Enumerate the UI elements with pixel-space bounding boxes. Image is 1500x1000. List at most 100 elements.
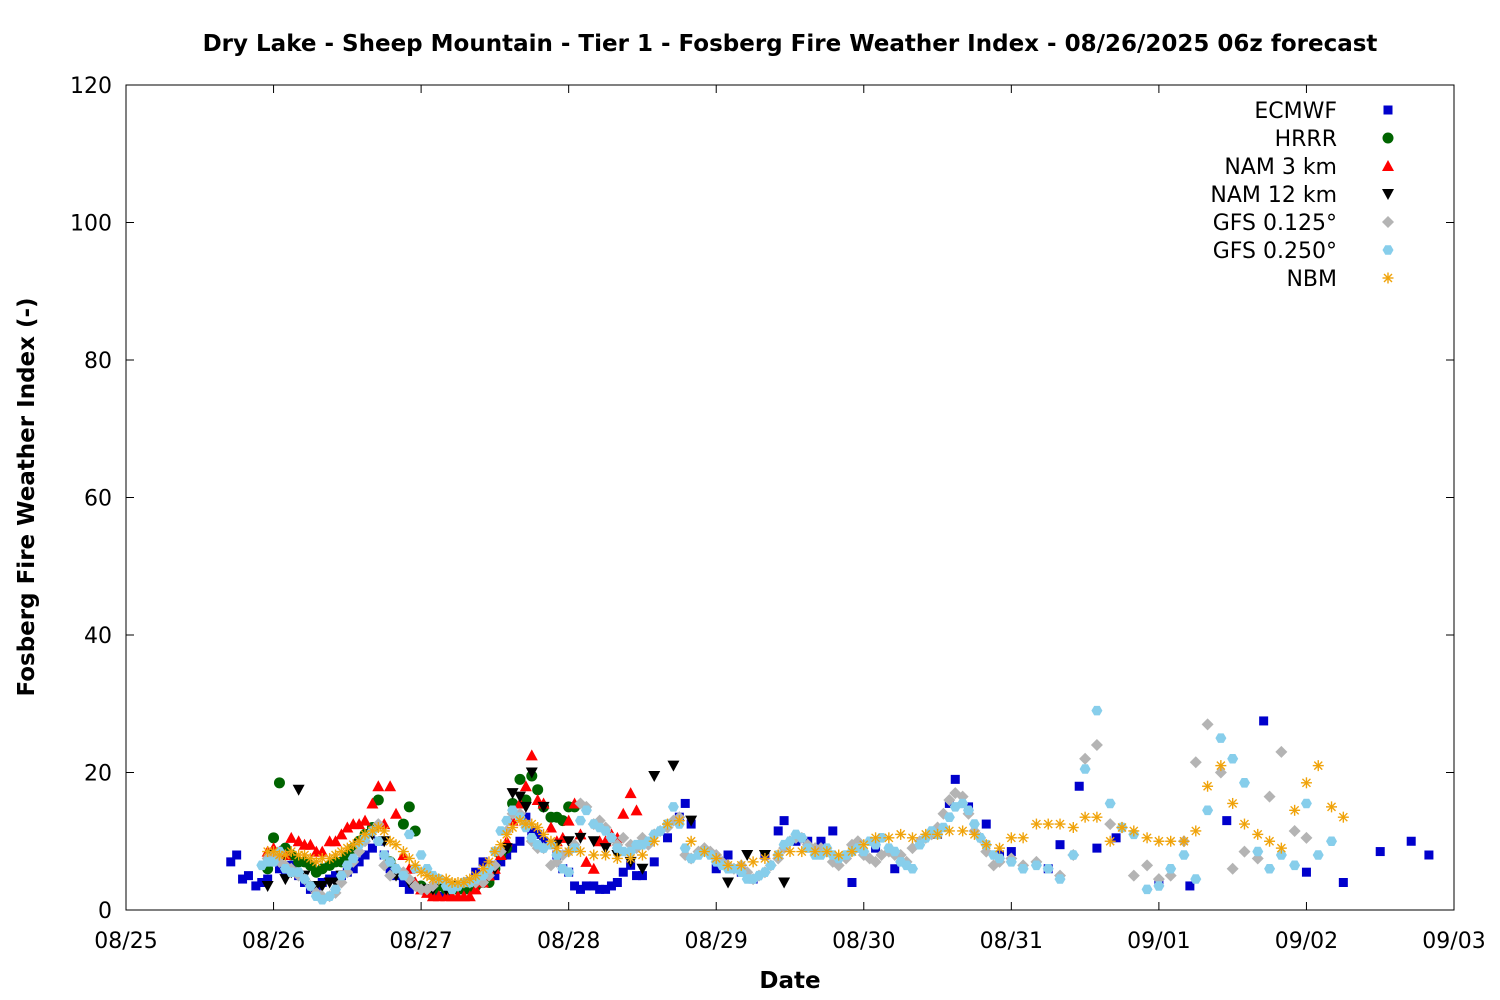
data-point-gfs-0-125 (1263, 790, 1276, 803)
data-point-gfs-0-125 (1275, 745, 1288, 758)
data-point-ecmwf (539, 836, 549, 846)
data-point-nbm (943, 825, 955, 837)
data-point-ecmwf (950, 774, 960, 784)
data-point-gfs-0-250 (1326, 836, 1337, 846)
data-point-gfs-0-250 (580, 805, 592, 816)
x-tick-label: 08/31 (980, 929, 1043, 954)
data-point-gfs-0-250 (957, 798, 969, 809)
data-point-nam-3-km (525, 749, 538, 761)
data-point-ecmwf (606, 881, 616, 891)
y-tick-label: 80 (84, 349, 112, 374)
data-point-gfs-0-125 (617, 831, 630, 844)
data-point-ecmwf (773, 826, 783, 836)
data-point-gfs-0-250 (477, 870, 489, 881)
data-point-nbm (846, 846, 858, 858)
data-point-nbm (1312, 760, 1324, 772)
data-point-ecmwf (595, 884, 605, 894)
data-point-nbm (1178, 835, 1190, 847)
data-point-gfs-0-250 (1165, 864, 1177, 874)
data-point-ecmwf (1301, 867, 1311, 877)
data-point-nbm (310, 856, 322, 868)
y-tick-label: 40 (84, 624, 112, 649)
data-point-nbm (341, 842, 353, 854)
data-point-nam-3-km (469, 883, 482, 895)
data-point-gfs-0-250 (507, 805, 519, 816)
data-point-gfs-0-250 (600, 826, 612, 836)
data-point-ecmwf (238, 874, 248, 884)
data-point-nbm (759, 852, 771, 864)
data-point-gfs-0-250 (501, 815, 513, 826)
data-point-ecmwf (515, 836, 525, 846)
data-point-nbm (747, 856, 759, 868)
data-point-nam-3-km (292, 835, 305, 847)
data-point-nam-12-km (648, 770, 661, 782)
data-point-nbm (372, 822, 384, 833)
data-point-gfs-0-250 (1312, 850, 1324, 860)
data-point-hrrr (273, 777, 285, 789)
data-point-ecmwf (502, 850, 512, 860)
data-point-nbm (625, 852, 637, 864)
data-point-nbm (483, 856, 495, 868)
data-point-gfs-0-250 (815, 850, 827, 860)
data-point-gfs-0-250 (1300, 798, 1312, 809)
data-point-gfs-0-250 (1054, 874, 1066, 884)
y-tick-label: 120 (70, 74, 112, 99)
legend-label-ecmwf: ECMWF (1254, 99, 1337, 124)
data-point-nbm (1264, 835, 1276, 847)
data-point-ecmwf (618, 867, 628, 877)
data-point-nam-12-km (292, 784, 305, 796)
data-point-gfs-0-250 (870, 839, 882, 850)
data-point-ecmwf (680, 798, 690, 808)
data-point-gfs-0-125 (1141, 859, 1154, 872)
data-point-gfs-0-125 (1288, 824, 1301, 837)
data-point-nbm (1054, 818, 1066, 830)
data-point-gfs-0-125 (1127, 869, 1140, 882)
y-tick-label: 60 (84, 487, 112, 512)
data-point-gfs-0-250 (654, 826, 666, 836)
data-point-nbm (433, 873, 445, 885)
data-point-nbm (1079, 811, 1091, 823)
data-point-gfs-0-250 (384, 857, 396, 867)
data-point-nbm (870, 832, 882, 844)
legend-marker-nam-3-km (1382, 160, 1394, 171)
data-point-nbm (464, 873, 476, 885)
data-point-nam-12-km (574, 832, 587, 844)
y-axis-label: Fosberg Fire Weather Index (-) (14, 297, 40, 696)
data-point-nbm (538, 828, 550, 840)
data-point-gfs-0-250 (495, 826, 507, 836)
data-point-gfs-0-250 (679, 843, 691, 853)
data-point-ecmwf (1074, 781, 1084, 791)
data-point-ecmwf (981, 819, 991, 829)
data-point-nbm (440, 873, 452, 885)
data-point-ecmwf (589, 881, 599, 891)
data-point-gfs-0-250 (1153, 881, 1165, 891)
data-point-gfs-0-250 (1275, 850, 1287, 860)
data-point-ecmwf (521, 812, 531, 822)
data-point-nam-3-km (519, 780, 532, 792)
data-point-nbm (611, 852, 623, 864)
data-point-nbm (1017, 832, 1029, 844)
data-point-gfs-0-125 (1079, 752, 1092, 765)
data-point-nbm (685, 835, 697, 847)
data-point-gfs-0-250 (563, 867, 575, 877)
data-point-gfs-0-250 (1252, 846, 1264, 857)
data-point-gfs-0-250 (802, 843, 814, 853)
data-point-nbm (470, 870, 482, 882)
data-point-ecmwf (723, 850, 733, 860)
data-point-nbm (809, 846, 821, 858)
x-tick-label: 08/29 (685, 929, 748, 954)
data-point-ecmwf (533, 829, 543, 839)
data-point-gfs-0-250 (907, 864, 918, 874)
data-point-gfs-0-250 (299, 874, 310, 884)
x-tick-label: 08/30 (832, 929, 895, 954)
data-point-gfs-0-125 (1201, 718, 1214, 731)
data-point-nbm (906, 832, 918, 844)
data-point-nam-3-km (285, 831, 298, 843)
data-point-gfs-0-250 (1289, 860, 1301, 871)
legend: ECMWF HRRR NAM 3 km NAM 12 km GFS 0.125° GFS … (1210, 99, 1394, 292)
data-point-nam-3-km (359, 814, 372, 826)
data-point-ecmwf (263, 874, 273, 884)
data-point-gfs-0-250 (943, 812, 955, 822)
data-point-gfs-0-250 (994, 853, 1005, 864)
data-point-gfs-0-250 (347, 853, 359, 864)
